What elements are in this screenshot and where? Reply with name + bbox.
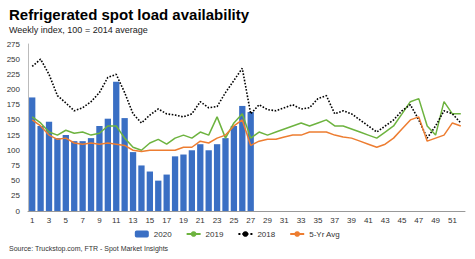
svg-text:275: 275: [7, 40, 21, 49]
svg-text:Source: Truckstop.com, FTR - S: Source: Truckstop.com, FTR - Spot Market…: [9, 245, 169, 253]
svg-text:1: 1: [30, 216, 35, 225]
svg-text:47: 47: [414, 216, 423, 225]
svg-text:35: 35: [313, 216, 322, 225]
svg-text:250: 250: [7, 55, 21, 64]
svg-text:225: 225: [7, 70, 21, 79]
svg-text:0: 0: [16, 207, 21, 216]
svg-text:31: 31: [280, 216, 289, 225]
svg-text:13: 13: [129, 216, 138, 225]
svg-text:Refrigerated spot load availab: Refrigerated spot load availability: [9, 6, 250, 23]
svg-text:Weekly index, 100 = 2014 avera: Weekly index, 100 = 2014 average: [9, 25, 148, 35]
svg-text:3: 3: [47, 216, 52, 225]
svg-text:9: 9: [97, 216, 102, 225]
svg-text:23: 23: [213, 216, 222, 225]
svg-text:17: 17: [162, 216, 171, 225]
svg-text:25: 25: [11, 191, 20, 200]
svg-text:51: 51: [448, 216, 457, 225]
svg-text:150: 150: [7, 115, 21, 124]
svg-text:45: 45: [398, 216, 407, 225]
svg-text:50: 50: [11, 176, 20, 185]
svg-text:39: 39: [347, 216, 356, 225]
svg-text:5: 5: [64, 216, 69, 225]
svg-text:5-Yr Avg: 5-Yr Avg: [309, 230, 340, 239]
svg-text:33: 33: [297, 216, 306, 225]
svg-text:175: 175: [7, 100, 21, 109]
svg-text:2020: 2020: [154, 230, 172, 239]
svg-text:15: 15: [145, 216, 154, 225]
svg-text:100: 100: [7, 146, 21, 155]
svg-text:29: 29: [263, 216, 272, 225]
svg-text:2018: 2018: [257, 230, 275, 239]
svg-text:7: 7: [80, 216, 85, 225]
svg-text:11: 11: [112, 216, 121, 225]
svg-text:21: 21: [196, 216, 205, 225]
svg-text:19: 19: [179, 216, 188, 225]
svg-text:125: 125: [7, 131, 21, 140]
svg-text:43: 43: [381, 216, 390, 225]
svg-text:2019: 2019: [206, 230, 224, 239]
svg-text:75: 75: [11, 161, 20, 170]
svg-text:37: 37: [330, 216, 339, 225]
svg-text:25: 25: [229, 216, 238, 225]
svg-text:41: 41: [364, 216, 373, 225]
svg-text:200: 200: [7, 85, 21, 94]
svg-text:49: 49: [431, 216, 440, 225]
svg-text:27: 27: [246, 216, 255, 225]
